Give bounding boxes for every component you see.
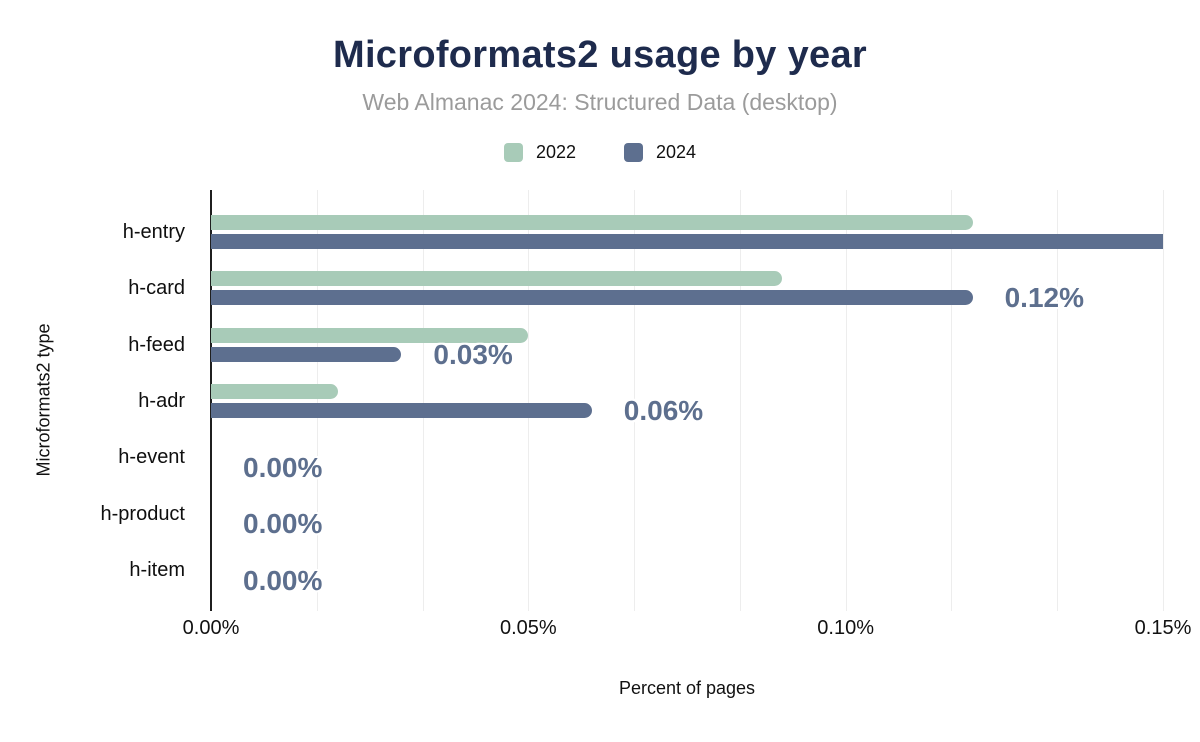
y-axis-label-h-event: h-event	[118, 446, 185, 469]
y-axis-label-h-entry: h-entry	[122, 220, 185, 243]
gridline	[739, 190, 741, 611]
value-label-h-adr: 0.06%	[623, 395, 704, 427]
category-band-h-product: 0.00%	[211, 486, 1163, 542]
x-axis-tick-label: 0.05%	[499, 617, 557, 639]
y-axis-label-h-feed: h-feed	[128, 333, 185, 356]
gridline	[528, 190, 530, 611]
y-axis-label-h-adr: h-adr	[138, 389, 185, 412]
legend: 2022 2024	[0, 142, 1200, 163]
bar-h-adr-2022	[211, 384, 338, 400]
legend-label: 2022	[535, 142, 576, 162]
gridline	[845, 190, 847, 611]
gridline	[422, 190, 424, 611]
gridline	[1163, 190, 1164, 611]
bar-h-entry-2022	[211, 215, 973, 230]
bar-h-adr-2024	[211, 403, 592, 419]
bar-h-entry-2024	[211, 234, 1163, 249]
category-band-h-adr: 0.06%	[211, 373, 1163, 429]
value-label-h-item: 0.00%	[243, 564, 323, 596]
bar-h-card-2022	[211, 271, 783, 287]
legend-item-2022: 2022	[503, 142, 576, 163]
category-band-h-card: 0.12%	[211, 260, 1163, 316]
plot-area: 0.12% 0.03% 0.06% 0.00% 0.00% 0.00%	[210, 190, 1164, 611]
category-band-h-event: 0.00%	[211, 430, 1163, 486]
legend-swatch-icon	[503, 143, 523, 162]
x-axis-title: Percent of pages	[618, 678, 756, 698]
legend-swatch-icon	[624, 143, 643, 162]
x-axis-tick-label: 0.15%	[1134, 617, 1192, 639]
x-axis-tick-label: 0.10%	[817, 617, 875, 639]
chart-title: Microformats2 usage by year	[333, 34, 867, 76]
value-label-h-product: 0.00%	[243, 508, 323, 540]
y-axis-line	[210, 190, 212, 611]
category-band-h-item: 0.00%	[211, 543, 1163, 599]
category-band-h-feed: 0.03%	[211, 317, 1163, 373]
y-axis-label-h-product: h-product	[100, 502, 186, 525]
legend-item-2024: 2024	[624, 142, 696, 163]
gridline	[634, 190, 636, 611]
value-label-h-event: 0.00%	[243, 451, 323, 483]
chart-subtitle: Web Almanac 2024: Structured Data (deskt…	[362, 89, 838, 115]
y-axis-label-h-item: h-item	[129, 559, 185, 582]
bar-h-card-2024	[211, 290, 973, 306]
legend-label: 2024	[656, 142, 697, 162]
category-band-h-entry	[211, 204, 1163, 260]
y-axis-label-h-card: h-card	[128, 277, 185, 300]
bar-h-feed-2022	[211, 327, 529, 343]
gridline	[1057, 190, 1059, 611]
x-axis-ticks: 0.00% 0.05% 0.10% 0.15%	[183, 617, 1192, 641]
x-axis-tick-label: 0.00%	[182, 617, 240, 639]
bar-bands: 0.12% 0.03% 0.06% 0.00% 0.00% 0.00%	[211, 204, 1163, 599]
gridline	[316, 190, 318, 611]
value-label-h-feed: 0.03%	[433, 338, 513, 370]
gridline	[951, 190, 953, 611]
value-label-h-card: 0.12%	[1004, 282, 1084, 314]
y-axis-labels: h-entry h-card h-feed h-adr h-event h-product…	[0, 204, 198, 599]
bar-h-feed-2024	[211, 346, 402, 362]
